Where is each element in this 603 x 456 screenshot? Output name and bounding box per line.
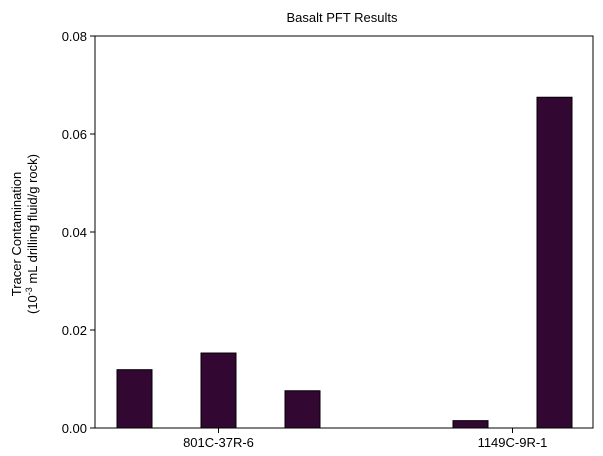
bar-1-1 [536, 96, 573, 429]
x-tick-label: 801C-37R-6 [183, 435, 254, 450]
bar-1-0 [452, 420, 489, 429]
y-axis: 0.00 0.02 0.04 0.06 0.08 [62, 29, 95, 436]
y-axis-label-line1: Tracer Contamination [9, 172, 24, 297]
bars [116, 96, 573, 429]
x-tick-label: 1149C-9R-1 [478, 435, 548, 450]
plot-frame [94, 35, 594, 429]
chart-title: Basalt PFT Results [286, 10, 398, 25]
y-tick-label: 0.08 [62, 29, 87, 44]
bar-0-2 [284, 390, 321, 429]
bar-0-1 [200, 352, 237, 429]
y-tick-label: 0.00 [62, 421, 87, 436]
x-axis: 801C-37R-6 1149C-9R-1 [183, 428, 547, 450]
y-tick-label: 0.06 [62, 127, 87, 142]
bar-0-0 [116, 369, 153, 429]
y-axis-label-line2: (10-3 mL drilling fluid/g rock) [24, 154, 40, 314]
y-tick-label: 0.02 [62, 323, 87, 338]
y-axis-label: Tracer Contamination (10-3 mL drilling f… [9, 154, 40, 314]
y-tick-label: 0.04 [62, 225, 87, 240]
